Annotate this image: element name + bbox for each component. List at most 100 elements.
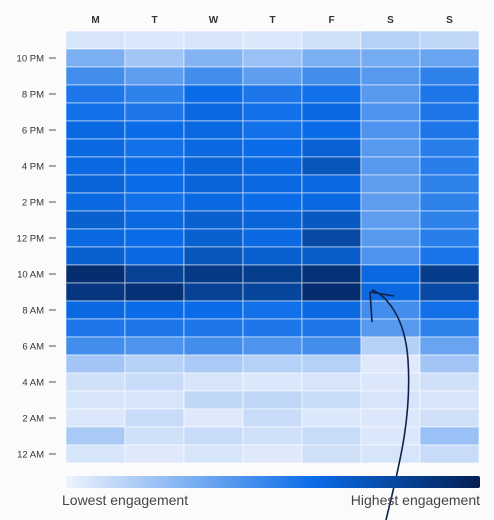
heatmap-cell xyxy=(360,156,421,176)
heatmap-cell xyxy=(419,318,480,338)
heatmap-cell xyxy=(124,282,185,302)
heatmap-cell xyxy=(183,390,244,410)
heatmap-cell xyxy=(65,372,126,392)
heatmap-cell xyxy=(183,66,244,86)
heatmap-cell xyxy=(183,156,244,176)
heatmap-cell xyxy=(301,246,362,266)
heatmap-cell xyxy=(183,84,244,104)
heatmap-cell xyxy=(65,354,126,374)
heatmap-cell xyxy=(183,210,244,230)
heatmap-cell xyxy=(360,120,421,140)
heatmap-cell xyxy=(183,426,244,446)
heatmap-cell xyxy=(65,102,126,122)
heatmap-cell xyxy=(242,318,303,338)
heatmap-cell xyxy=(183,408,244,428)
heatmap-cell xyxy=(124,390,185,410)
heatmap-cell xyxy=(242,156,303,176)
heatmap-cell xyxy=(419,30,480,50)
heatmap-cell xyxy=(301,66,362,86)
heatmap-cell xyxy=(360,300,421,320)
heatmap-cell xyxy=(419,138,480,158)
heatmap-cell xyxy=(360,408,421,428)
heatmap-cell xyxy=(183,300,244,320)
heatmap-cell xyxy=(242,48,303,68)
time-label: 8 PM xyxy=(22,90,44,101)
heatmap-cell xyxy=(360,138,421,158)
heatmap-cell xyxy=(183,48,244,68)
heatmap-cell xyxy=(360,228,421,248)
heatmap-cell xyxy=(360,48,421,68)
heatmap-cell xyxy=(242,30,303,50)
heatmap-cell xyxy=(301,228,362,248)
heatmap-cell xyxy=(419,66,480,86)
heatmap-cell xyxy=(301,300,362,320)
legend-low-label: Lowest engagement xyxy=(62,492,189,508)
heatmap-cell xyxy=(301,48,362,68)
heatmap-cell xyxy=(419,264,480,284)
heatmap-cell xyxy=(419,372,480,392)
heatmap-cell xyxy=(124,408,185,428)
time-label: 12 AM xyxy=(17,450,44,461)
time-label: 12 PM xyxy=(17,234,45,245)
heatmap-cell xyxy=(242,444,303,464)
heatmap-cell xyxy=(242,282,303,302)
heatmap-cell xyxy=(65,156,126,176)
time-label: 4 AM xyxy=(22,378,44,389)
heatmap-cell xyxy=(419,426,480,446)
heatmap-cell xyxy=(65,336,126,356)
heatmap-cell xyxy=(65,264,126,284)
heatmap-cell xyxy=(183,174,244,194)
heatmap-cell xyxy=(242,102,303,122)
heatmap-cell xyxy=(183,264,244,284)
heatmap-cell xyxy=(65,444,126,464)
heatmap-cell xyxy=(242,300,303,320)
heatmap-cell xyxy=(183,444,244,464)
heatmap-cell xyxy=(183,282,244,302)
legend-high-label: Highest engagement xyxy=(350,492,480,508)
time-label: 6 AM xyxy=(22,342,44,353)
heatmap-cell xyxy=(65,246,126,266)
heatmap-cell xyxy=(419,210,480,230)
heatmap-cell xyxy=(65,48,126,68)
heatmap-cell xyxy=(301,174,362,194)
heatmap-cell xyxy=(301,444,362,464)
heatmap-cell xyxy=(360,372,421,392)
heatmap-cell xyxy=(124,66,185,86)
arrow-head xyxy=(369,291,395,323)
heatmap-cell xyxy=(124,48,185,68)
heatmap-cell xyxy=(65,210,126,230)
heatmap-cell xyxy=(124,426,185,446)
heatmap-cell xyxy=(301,390,362,410)
heatmap-cell xyxy=(65,228,126,248)
heatmap-cell xyxy=(65,192,126,212)
heatmap-cell xyxy=(301,426,362,446)
day-label: T xyxy=(151,15,157,26)
heatmap-cell xyxy=(419,192,480,212)
heatmap-cell xyxy=(419,354,480,374)
heatmap-cell xyxy=(124,102,185,122)
heatmap-cell xyxy=(124,174,185,194)
heatmap-cell xyxy=(419,336,480,356)
heatmap-cell xyxy=(419,390,480,410)
heatmap-cell xyxy=(301,336,362,356)
heatmap-cell xyxy=(360,66,421,86)
heatmap-cell xyxy=(124,372,185,392)
heatmap-cell xyxy=(419,120,480,140)
day-label: M xyxy=(91,15,99,26)
heatmap-cell xyxy=(242,264,303,284)
heatmap-cell xyxy=(242,336,303,356)
heatmap-cell xyxy=(360,246,421,266)
heatmap-cell xyxy=(419,408,480,428)
time-labels: 12 AM 2 AM 4 AM 6 AM 8 AM 10 AM 12 PM 2 PM 4 PM 6… xyxy=(17,54,56,461)
heatmap-cell xyxy=(65,66,126,86)
heatmap-cell xyxy=(360,390,421,410)
heatmap-cell xyxy=(419,48,480,68)
heatmap-cell xyxy=(301,138,362,158)
heatmap-cell xyxy=(360,30,421,50)
time-label: 4 PM xyxy=(22,162,44,173)
heatmap-cell xyxy=(242,138,303,158)
heatmap-cell xyxy=(242,390,303,410)
legend-gradient-bar xyxy=(66,476,480,488)
heatmap-cell xyxy=(301,84,362,104)
